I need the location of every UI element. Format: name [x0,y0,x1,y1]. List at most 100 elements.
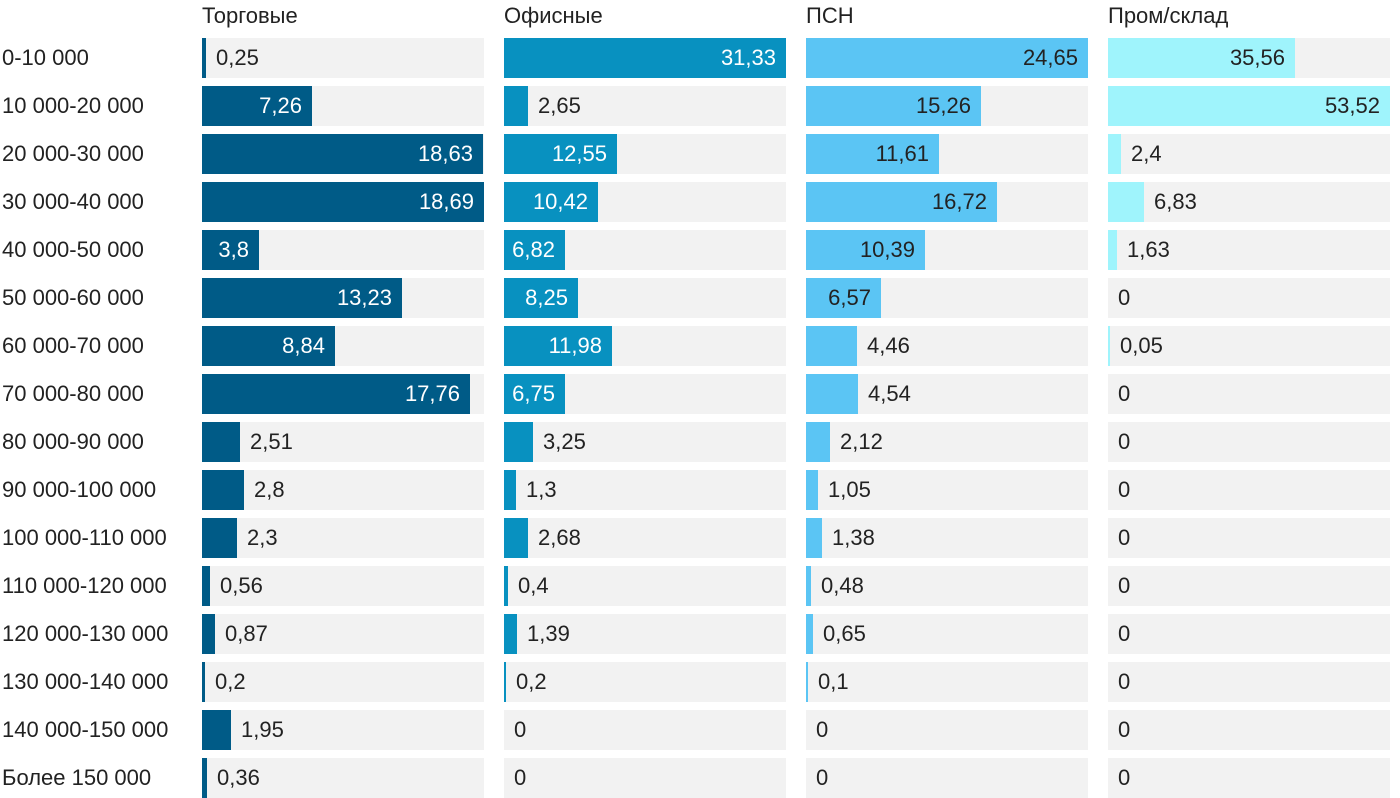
data-label: 2,12 [840,429,883,454]
data-label: 0 [514,717,527,742]
bar [806,422,830,462]
bar [806,134,939,174]
bar [202,470,244,510]
row-label: 100 000-110 000 [2,525,167,550]
bar [202,710,231,750]
data-label: 1,38 [832,525,875,550]
data-label: 0,25 [216,45,259,70]
bar [504,518,528,558]
data-label: 7,26 [259,93,302,118]
bar-track [504,758,786,798]
data-label: 6,57 [828,285,871,310]
bar-track [202,710,484,750]
data-label: 10,39 [859,237,915,262]
bar [504,326,612,366]
data-label: 11,98 [548,333,602,358]
data-label: 0,2 [215,669,246,694]
bar [202,662,205,702]
data-label: 8,84 [282,333,325,358]
bar-track [504,566,786,606]
bar [1108,182,1144,222]
bar-track [806,470,1088,510]
bar [806,614,813,654]
bar [202,422,240,462]
bar-track [504,470,786,510]
data-label: 24,65 [1022,45,1078,70]
row-label: 70 000-80 000 [2,381,144,406]
bar-track [1108,566,1390,606]
bar-track [1108,134,1390,174]
bar-track [1108,230,1390,270]
bar-track [806,518,1088,558]
row-label: 0-10 000 [2,45,89,70]
bar-track [202,566,484,606]
data-label: 17,76 [404,381,460,406]
data-label: 0 [1118,669,1131,694]
bar [806,278,881,318]
data-label: 18,63 [417,141,473,166]
bar [504,278,578,318]
data-label: 13,23 [336,285,392,310]
data-label: 0,48 [821,573,864,598]
bar [202,374,470,414]
bar [806,662,808,702]
row-label: 50 000-60 000 [2,285,144,310]
bar-track [806,614,1088,654]
bar [504,470,516,510]
data-label: 1,95 [241,717,284,742]
data-label: 1,3 [526,477,557,502]
row-label: 30 000-40 000 [2,189,144,214]
bar [504,614,517,654]
bar-track [1108,422,1390,462]
bar-track [202,518,484,558]
row-label: 10 000-20 000 [2,93,144,118]
bar [504,662,506,702]
data-label: 0,2 [516,669,547,694]
bar-track [806,422,1088,462]
bar-track [202,614,484,654]
series-header: Торговые [202,3,298,28]
bar [1108,86,1390,126]
bar-track [202,758,484,798]
bar [806,38,1088,78]
bar [806,182,997,222]
row-label: 20 000-30 000 [2,141,144,166]
bar [504,38,786,78]
data-label: 2,68 [538,525,581,550]
bar-track [1108,374,1390,414]
bar-track [1108,278,1390,318]
row-label: 130 000-140 000 [2,669,169,694]
series-header: ПСН [806,3,854,28]
data-label: 11,61 [875,141,929,166]
data-label: 3,8 [218,237,249,262]
data-label: 6,83 [1154,189,1197,214]
data-label: 2,3 [247,525,278,550]
data-label: 0,05 [1120,333,1163,358]
bar-track [504,662,786,702]
data-label: 35,56 [1229,45,1285,70]
bar [1108,38,1295,78]
bar-track [1108,662,1390,702]
bar [202,182,484,222]
bar [1108,326,1110,366]
data-label: 0 [1118,525,1131,550]
bar [202,566,210,606]
bar-track [1108,518,1390,558]
bar [202,758,207,798]
bar-track [1108,710,1390,750]
data-label: 16,72 [931,189,987,214]
data-label: 10,42 [532,189,588,214]
bar-track [202,470,484,510]
data-label: 0 [1118,717,1131,742]
data-label: 0 [816,717,829,742]
bar-track [504,710,786,750]
row-label: 120 000-130 000 [2,621,169,646]
data-label: 4,54 [868,381,911,406]
bar-track [1108,182,1390,222]
bar [504,374,565,414]
data-label: 15,26 [915,93,971,118]
bar [806,374,858,414]
data-label: 0 [514,765,527,790]
bar [202,86,312,126]
